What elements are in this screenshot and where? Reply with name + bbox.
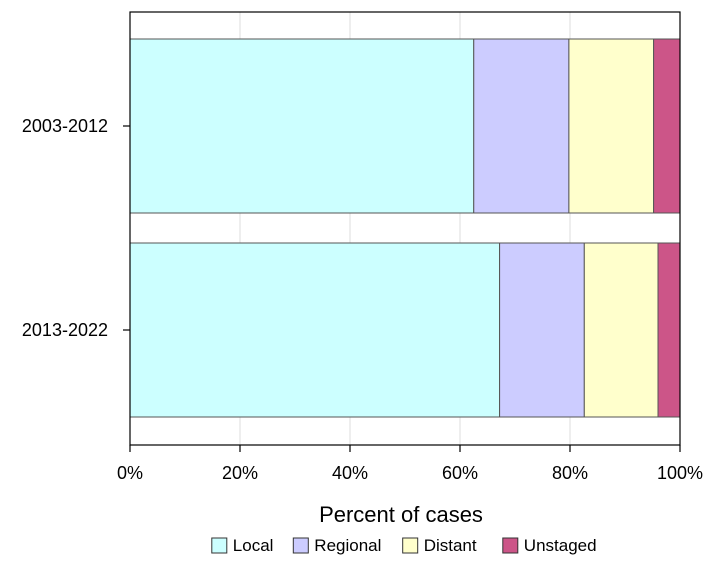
legend-swatch-regional [292,537,309,554]
x-tick-label: 100% [657,463,703,483]
bar-segment-unstaged [657,242,681,418]
legend-swatch-local [211,537,228,554]
x-tick-label: 40% [332,463,368,483]
bar-segment-distant [583,242,659,418]
x-tick-label: 0% [117,463,143,483]
legend-label-unstaged: Unstaged [524,536,597,555]
legend-label-distant: Distant [424,536,477,555]
x-tick-label: 20% [222,463,258,483]
plot-frame [129,11,681,446]
legend-label-local: Local [233,536,274,555]
legend-label-regional: Regional [314,536,381,555]
bar-segment-regional [473,38,570,214]
bar-segment-unstaged [653,38,681,214]
x-tick-label: 60% [442,463,478,483]
y-tick-label: 2013-2022 [22,320,108,340]
bar-segment-regional [499,242,585,418]
legend-swatch-distant [402,537,419,554]
bar-segment-distant [568,38,655,214]
x-axis-label: Percent of cases [319,502,483,527]
y-tick-label: 2003-2012 [22,116,108,136]
bar-segment-local [129,242,501,418]
x-tick-label: 80% [552,463,588,483]
bar-segment-local [129,38,475,214]
legend-swatch-unstaged [502,537,519,554]
